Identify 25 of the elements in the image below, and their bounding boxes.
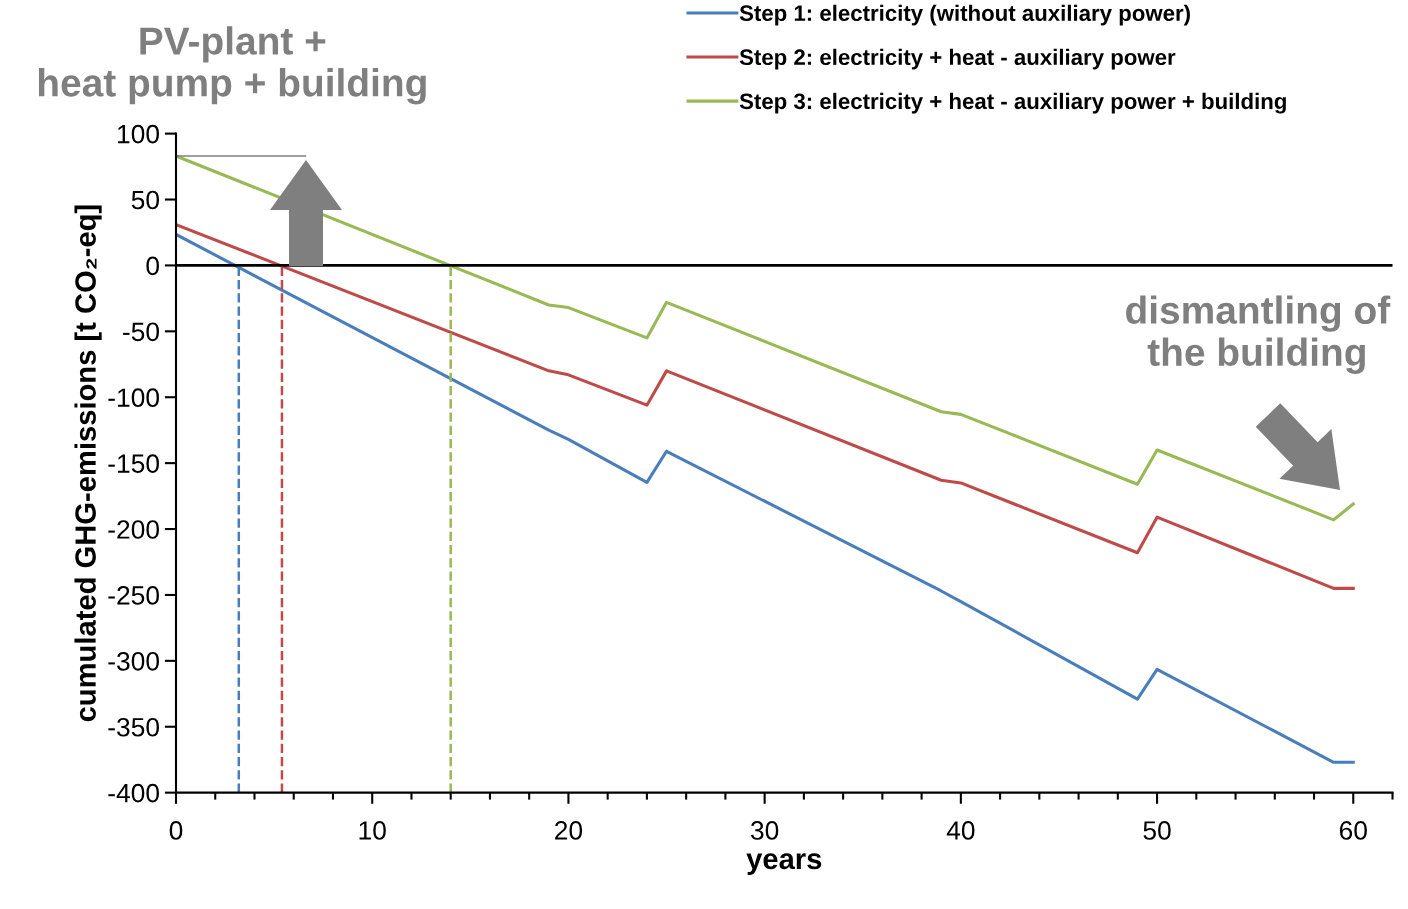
x-axis-title: years xyxy=(746,853,822,875)
y-tick-label: -350 xyxy=(108,717,159,737)
y-tick-label: -400 xyxy=(108,783,159,803)
y-tick-label: 50 xyxy=(131,190,159,210)
y-tick-label: -150 xyxy=(108,454,159,473)
text: PV-plant + heat pump + building xyxy=(38,26,426,105)
x-tick-label: 50 xyxy=(1143,821,1171,840)
y-tick-label: -50 xyxy=(123,322,159,342)
y-tick-label: 0 xyxy=(146,256,159,276)
x-tick-label: 0 xyxy=(169,821,183,840)
x-tick-label: 30 xyxy=(750,821,779,840)
annotation: dismantling of the building xyxy=(1126,295,1391,374)
x-tick-label: 20 xyxy=(555,821,583,840)
y-tick-label: -100 xyxy=(108,388,159,408)
y-tick-label: -200 xyxy=(108,520,159,539)
y-axis-title: cumulated GHG-emissions [t CO₂-eq] xyxy=(74,205,102,722)
y-tick-label: 100 xyxy=(118,124,159,144)
x-tick-label: 40 xyxy=(946,821,975,840)
y-tick-label: -250 xyxy=(108,586,159,605)
legend-label: Step 2: electricity + heat - auxiliary power xyxy=(739,48,1176,70)
y-tick-label: -300 xyxy=(108,651,159,671)
x-tick-label: 60 xyxy=(1339,821,1367,840)
legend-label: Step 3: electricity + heat - auxiliary power + building xyxy=(739,92,1286,114)
x-tick-label: 10 xyxy=(359,821,386,840)
legend-label: Step 1: electricity (without auxiliary power) xyxy=(739,4,1190,26)
